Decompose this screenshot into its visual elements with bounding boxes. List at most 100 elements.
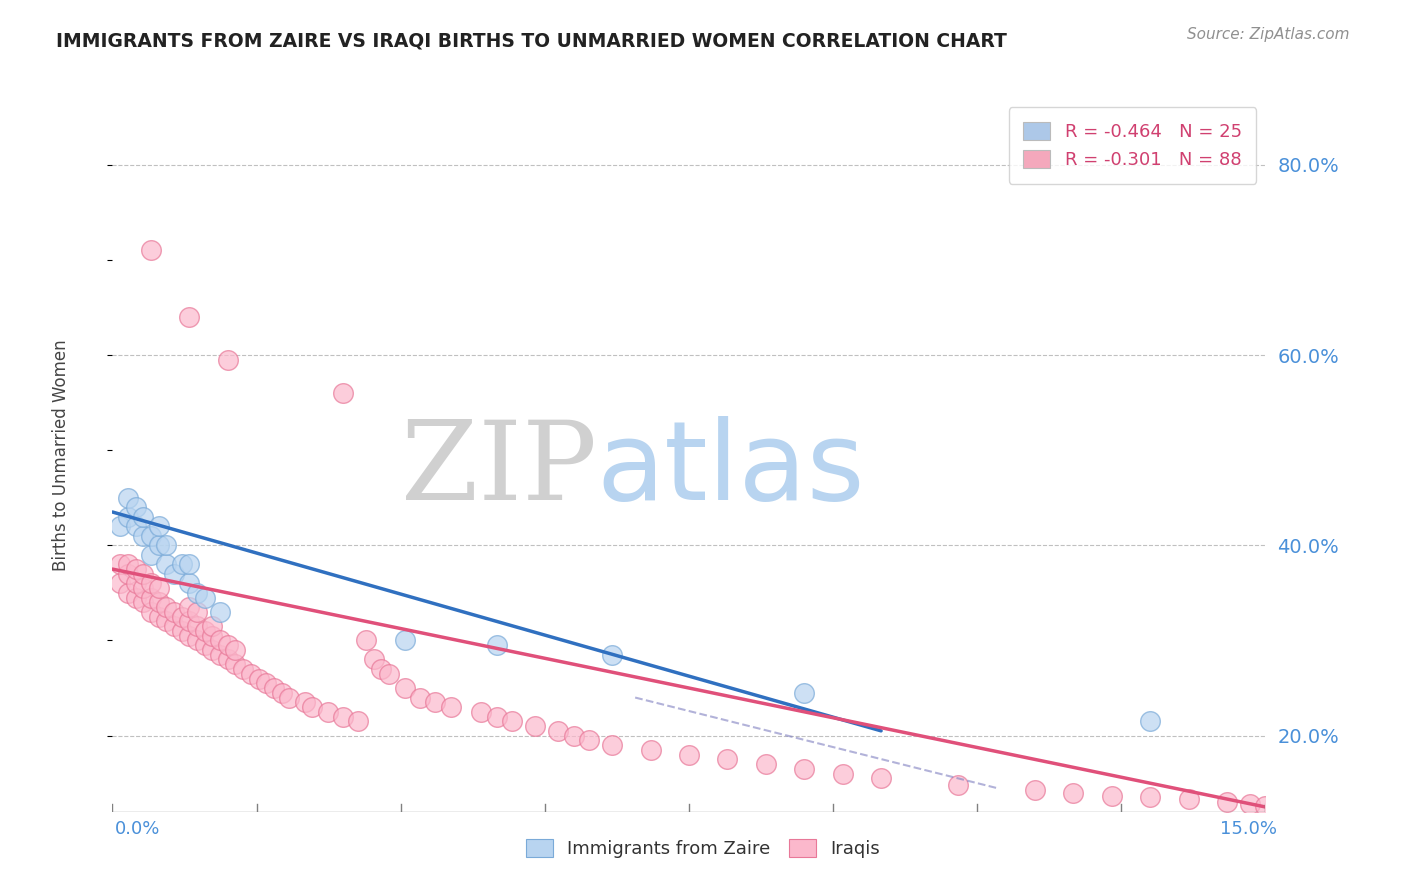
Point — [132, 529, 155, 543]
Point — [578, 733, 600, 747]
Point — [394, 633, 416, 648]
Point — [278, 690, 301, 705]
Point — [1139, 714, 1161, 729]
Point — [139, 548, 162, 562]
Point — [117, 586, 139, 600]
Point — [194, 591, 217, 605]
Point — [163, 619, 186, 633]
Point — [547, 723, 569, 738]
Point — [186, 619, 208, 633]
Point — [1062, 786, 1084, 800]
Legend: R = -0.464   N = 25, R = -0.301   N = 88: R = -0.464 N = 25, R = -0.301 N = 88 — [1010, 107, 1257, 184]
Point — [117, 491, 139, 505]
Text: 15.0%: 15.0% — [1219, 820, 1277, 838]
Point — [217, 352, 239, 367]
Point — [170, 558, 193, 572]
Point — [155, 615, 177, 629]
Point — [224, 643, 246, 657]
Point — [179, 310, 201, 324]
Point — [194, 624, 217, 638]
Point — [163, 605, 186, 619]
Point — [132, 581, 155, 595]
Point — [179, 600, 201, 615]
Point — [124, 519, 146, 533]
Point — [186, 605, 208, 619]
Point — [148, 519, 170, 533]
Point — [409, 690, 432, 705]
Text: IMMIGRANTS FROM ZAIRE VS IRAQI BIRTHS TO UNMARRIED WOMEN CORRELATION CHART: IMMIGRANTS FROM ZAIRE VS IRAQI BIRTHS TO… — [56, 31, 1007, 50]
Point — [378, 666, 401, 681]
Point — [155, 558, 177, 572]
Point — [148, 581, 170, 595]
Point — [209, 633, 232, 648]
Point — [232, 662, 254, 676]
Point — [108, 576, 131, 591]
Point — [148, 609, 170, 624]
Point — [155, 538, 177, 552]
Point — [139, 605, 162, 619]
Point — [124, 591, 146, 605]
Point — [139, 529, 162, 543]
Text: 0.0%: 0.0% — [115, 820, 160, 838]
Point — [179, 629, 201, 643]
Point — [186, 633, 208, 648]
Point — [194, 638, 217, 652]
Point — [209, 605, 232, 619]
Point — [155, 600, 177, 615]
Point — [170, 624, 193, 638]
Point — [600, 648, 623, 662]
Point — [117, 558, 139, 572]
Point — [247, 672, 270, 686]
Point — [501, 714, 523, 729]
Point — [524, 719, 547, 733]
Point — [870, 772, 893, 786]
Point — [124, 562, 146, 576]
Point — [201, 643, 224, 657]
Point — [124, 576, 146, 591]
Point — [108, 519, 131, 533]
Point — [117, 566, 139, 581]
Point — [170, 609, 193, 624]
Point — [485, 638, 508, 652]
Point — [239, 666, 262, 681]
Point — [163, 566, 186, 581]
Point — [201, 629, 224, 643]
Point — [117, 509, 139, 524]
Point — [394, 681, 416, 695]
Point — [1254, 799, 1277, 814]
Point — [108, 558, 131, 572]
Point — [440, 700, 463, 714]
Point — [209, 648, 232, 662]
Point — [1024, 782, 1046, 797]
Point — [301, 700, 323, 714]
Point — [600, 738, 623, 752]
Point — [1239, 797, 1261, 811]
Point — [139, 591, 162, 605]
Point — [132, 509, 155, 524]
Point — [347, 714, 370, 729]
Point — [425, 695, 447, 709]
Point — [132, 566, 155, 581]
Point — [217, 638, 239, 652]
Point — [793, 762, 815, 776]
Point — [139, 244, 162, 258]
Point — [263, 681, 285, 695]
Point — [124, 500, 146, 515]
Point — [217, 652, 239, 666]
Point — [148, 595, 170, 609]
Point — [562, 729, 585, 743]
Legend: Immigrants from Zaire, Iraqis: Immigrants from Zaire, Iraqis — [519, 831, 887, 865]
Point — [470, 705, 492, 719]
Point — [332, 386, 354, 401]
Point — [793, 686, 815, 700]
Text: atlas: atlas — [596, 416, 865, 523]
Point — [179, 576, 201, 591]
Point — [224, 657, 246, 672]
Point — [1216, 795, 1239, 809]
Point — [254, 676, 277, 690]
Text: ZIP: ZIP — [401, 416, 596, 523]
Point — [332, 709, 354, 723]
Text: Births to Unmarried Women: Births to Unmarried Women — [52, 339, 70, 571]
Point — [485, 709, 508, 723]
Point — [139, 576, 162, 591]
